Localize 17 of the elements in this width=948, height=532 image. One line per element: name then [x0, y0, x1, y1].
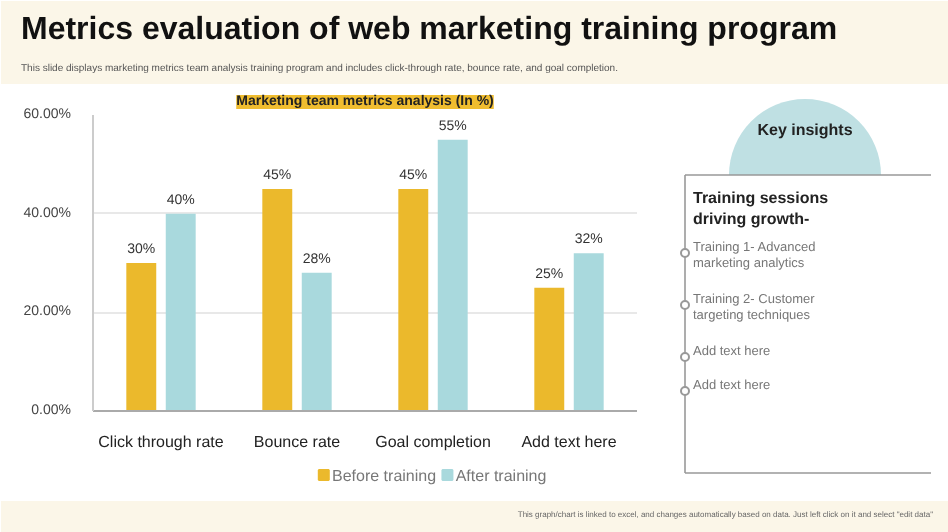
- bar: [437, 139, 468, 411]
- chart-title: Metrics evaluation of web marketing training program: [21, 13, 838, 47]
- bar: [126, 263, 157, 411]
- x-tick-label: Goal completion: [375, 433, 491, 451]
- legend-label: After training: [455, 467, 547, 485]
- bar: [573, 253, 604, 411]
- text: Training sessions driving growth-: [693, 189, 830, 228]
- bar: [262, 189, 293, 411]
- bar: [534, 287, 565, 411]
- bar: [301, 272, 332, 411]
- legend-label: Before training: [332, 467, 437, 485]
- x-tick-label: Click through rate: [98, 433, 225, 451]
- text: Key insights: [757, 121, 854, 139]
- x-tick-label: Add text here: [521, 433, 618, 451]
- bar: [165, 213, 196, 411]
- bar: [398, 189, 429, 411]
- x-tick-label: Bounce rate: [253, 433, 342, 451]
